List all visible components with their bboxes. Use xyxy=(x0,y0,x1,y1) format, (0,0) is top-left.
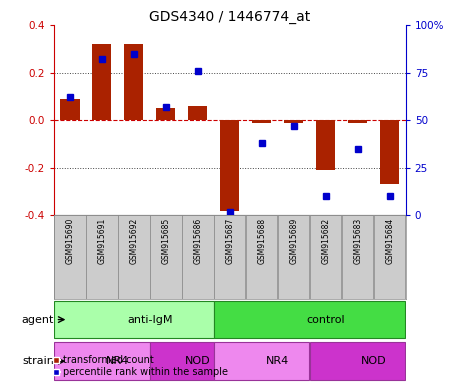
Bar xyxy=(348,120,367,122)
Text: NOD: NOD xyxy=(185,356,211,366)
Bar xyxy=(92,44,112,120)
Text: GSM915684: GSM915684 xyxy=(385,218,394,264)
Bar xyxy=(278,215,310,299)
Bar xyxy=(310,343,405,380)
Bar xyxy=(214,301,405,338)
Bar xyxy=(246,215,278,299)
Bar xyxy=(124,44,144,120)
Text: anti-IgM: anti-IgM xyxy=(127,314,173,324)
Bar xyxy=(54,343,150,380)
Bar xyxy=(150,215,182,299)
Bar xyxy=(284,120,303,122)
Title: GDS4340 / 1446774_at: GDS4340 / 1446774_at xyxy=(149,10,310,24)
Bar xyxy=(188,106,207,120)
Bar xyxy=(182,215,213,299)
Bar xyxy=(220,120,239,211)
Text: GSM915691: GSM915691 xyxy=(98,218,106,264)
Text: GSM915686: GSM915686 xyxy=(193,218,202,264)
Bar xyxy=(214,215,245,299)
Text: control: control xyxy=(306,314,345,324)
Text: agent: agent xyxy=(22,314,54,324)
Text: GSM915689: GSM915689 xyxy=(289,218,298,264)
Bar xyxy=(150,343,213,380)
Text: GSM915685: GSM915685 xyxy=(161,218,170,264)
Bar xyxy=(54,301,213,338)
Bar xyxy=(342,215,373,299)
Text: GSM915688: GSM915688 xyxy=(257,218,266,264)
Text: NR4: NR4 xyxy=(266,356,289,366)
Text: GSM915692: GSM915692 xyxy=(129,218,138,264)
Legend: transformed count, percentile rank within the sample: transformed count, percentile rank withi… xyxy=(52,355,228,377)
Text: NOD: NOD xyxy=(361,356,386,366)
Bar xyxy=(156,108,175,120)
Text: GSM915682: GSM915682 xyxy=(321,218,330,264)
Bar xyxy=(252,120,272,122)
Bar xyxy=(61,99,80,120)
Text: strain: strain xyxy=(22,356,54,366)
Bar xyxy=(310,215,341,299)
Text: GSM915683: GSM915683 xyxy=(353,218,362,264)
Bar xyxy=(316,120,335,170)
Text: GSM915687: GSM915687 xyxy=(225,218,234,264)
Bar xyxy=(86,215,118,299)
Bar xyxy=(214,343,310,380)
Text: NR4: NR4 xyxy=(106,356,129,366)
Bar xyxy=(380,120,399,184)
Bar xyxy=(374,215,405,299)
Bar xyxy=(54,215,85,299)
Text: GSM915690: GSM915690 xyxy=(65,218,75,264)
Bar xyxy=(118,215,150,299)
